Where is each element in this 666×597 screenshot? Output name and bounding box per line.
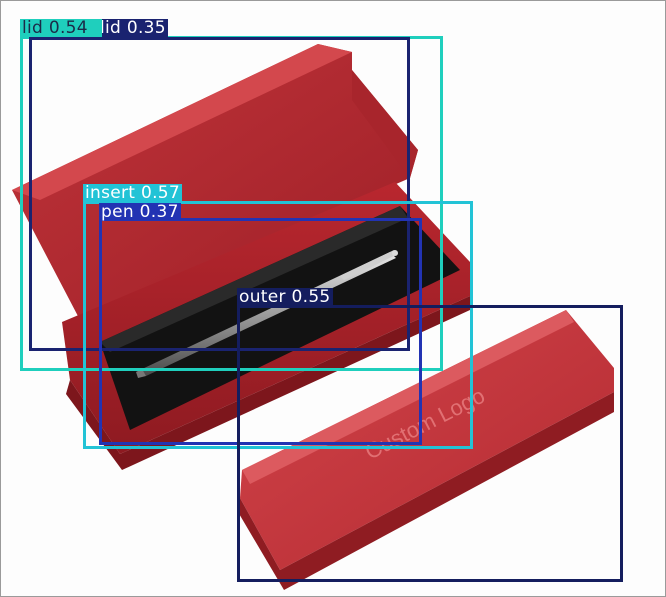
bbox-outer-0.55 [237,305,623,582]
outer-sleeve: Custom Logo [238,310,614,590]
label-lid-0.35: lid 0.35 [98,19,168,37]
caption-text: lid 0.54 [22,19,88,37]
caption-text: insert 0.57 [85,183,181,203]
label-insert-0.57: insert 0.57 [83,183,183,203]
caption-text: lid 0.35 [100,18,166,38]
caption-text: outer 0.55 [239,287,331,307]
bbox-lid-0.35 [29,37,410,351]
label-lid-0.54: lid 0.54 [20,19,102,37]
label-outer-0.55: outer 0.55 [237,288,333,306]
box-lid [12,44,418,320]
bbox-insert-0.57 [83,201,473,449]
pen [136,250,398,378]
label-pen-0.37: pen 0.37 [99,203,181,221]
caption-text: pen 0.37 [101,202,179,222]
bbox-pen-0.37 [99,218,422,445]
